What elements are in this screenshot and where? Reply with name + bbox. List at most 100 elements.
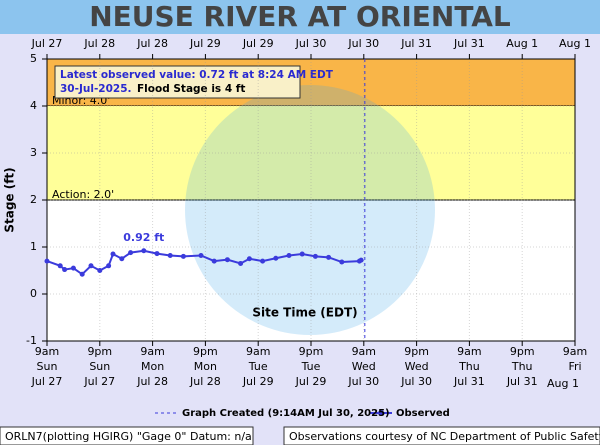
x-tick-label: 9am bbox=[35, 345, 59, 358]
top-tick-label: Jul 29 bbox=[242, 37, 274, 50]
data-point bbox=[167, 252, 173, 258]
x-tick-label: Tue bbox=[301, 360, 321, 373]
footer-box bbox=[283, 426, 600, 445]
x-tick-label: 9pm bbox=[404, 345, 429, 358]
x-tick-label: Thu bbox=[511, 360, 533, 373]
info-text: Latest observed value: 0.72 ft at 8:24 A… bbox=[60, 69, 334, 81]
y-axis-title: Stage (ft) bbox=[3, 167, 17, 232]
flood-band bbox=[47, 106, 575, 200]
x-tick-label: Thu bbox=[458, 360, 480, 373]
data-point bbox=[286, 252, 292, 258]
x-tick-label: Jul 29 bbox=[242, 375, 274, 388]
y-tick-label: 4 bbox=[30, 99, 37, 112]
x-tick-label: 9pm bbox=[510, 345, 535, 358]
data-point bbox=[358, 257, 364, 263]
x-tick-label: 9pm bbox=[193, 345, 218, 358]
data-point bbox=[79, 271, 85, 277]
x-tick-label: Sun bbox=[37, 360, 58, 373]
x-tick-label: Jul 30 bbox=[400, 375, 432, 388]
plot-frame bbox=[46, 58, 576, 342]
x-tick-label: Jul 28 bbox=[136, 375, 168, 388]
data-point bbox=[198, 252, 204, 258]
legend-label: Graph Created (9:14AM Jul 30, 2025) bbox=[182, 408, 390, 419]
info-text: Flood Stage is 4 ft bbox=[137, 83, 245, 95]
data-point bbox=[154, 251, 160, 257]
footer-right: Observations courtesy of NC Department o… bbox=[289, 430, 600, 443]
x-tick-label: Sun bbox=[89, 360, 110, 373]
y-tick-label: -1 bbox=[26, 334, 37, 347]
top-tick-label: Jul 30 bbox=[347, 37, 379, 50]
x-tick-label: Mon bbox=[194, 360, 217, 373]
legend-label: Observed bbox=[396, 408, 450, 419]
y-tick-label: 5 bbox=[30, 52, 37, 65]
data-point bbox=[339, 259, 345, 265]
data-point bbox=[62, 267, 68, 273]
top-tick-label: Jul 31 bbox=[453, 37, 485, 50]
data-point bbox=[106, 263, 112, 269]
data-point bbox=[88, 263, 94, 269]
top-tick-label: Jul 31 bbox=[400, 37, 432, 50]
x-tick-label: Jul 31 bbox=[453, 375, 485, 388]
x-tick-label: 9am bbox=[352, 345, 376, 358]
data-point bbox=[260, 258, 266, 264]
top-tick-label: Jul 28 bbox=[136, 37, 168, 50]
top-tick-label: Aug 1 bbox=[506, 37, 538, 50]
footer-left: ORLN7(plotting HGIRG) "Gage 0" Datum: n/… bbox=[5, 430, 252, 443]
data-point bbox=[57, 263, 63, 269]
top-tick-label: Aug 1 bbox=[559, 37, 591, 50]
info-box bbox=[54, 65, 301, 99]
title-banner bbox=[0, 0, 600, 34]
data-point bbox=[326, 254, 332, 260]
x-tick-label: Jul 30 bbox=[347, 375, 379, 388]
x-tick-label: 9am bbox=[563, 345, 587, 358]
data-point bbox=[128, 250, 134, 256]
y-tick-label: 0 bbox=[30, 287, 37, 300]
data-point bbox=[70, 265, 76, 271]
top-tick-label: Jul 27 bbox=[31, 37, 63, 50]
x-tick-label: 9pm bbox=[87, 345, 112, 358]
data-point bbox=[312, 253, 318, 259]
x-tick-label: Jul 28 bbox=[189, 375, 221, 388]
data-point bbox=[273, 255, 279, 261]
x-axis-title: Site Time (EDT) bbox=[252, 306, 357, 320]
x-tick-label: Wed bbox=[352, 360, 376, 373]
threshold-label: Action: 2.0' bbox=[52, 188, 114, 201]
x-tick-label: Fri bbox=[568, 360, 581, 373]
data-point bbox=[97, 268, 103, 273]
x-tick-label: Jul 29 bbox=[295, 375, 327, 388]
data-point bbox=[180, 253, 186, 259]
watermark bbox=[185, 85, 435, 335]
x-tick-label: 9am bbox=[140, 345, 164, 358]
x-tick-label: Aug 1 bbox=[547, 377, 579, 390]
footer-box bbox=[0, 426, 254, 445]
data-point bbox=[211, 258, 217, 264]
x-tick-label: 9am bbox=[246, 345, 270, 358]
x-tick-label: Mon bbox=[141, 360, 164, 373]
data-point bbox=[119, 256, 125, 262]
top-tick-label: Jul 30 bbox=[295, 37, 327, 50]
x-tick-label: 9am bbox=[457, 345, 481, 358]
info-text: 30-Jul-2025. bbox=[60, 83, 132, 95]
data-point bbox=[246, 256, 252, 262]
chart-title: NEUSE RIVER AT ORIENTAL bbox=[89, 0, 511, 33]
data-point bbox=[141, 248, 147, 254]
data-point bbox=[238, 260, 244, 266]
data-point bbox=[224, 257, 230, 263]
top-tick-label: Jul 28 bbox=[83, 37, 115, 50]
y-tick-label: 1 bbox=[30, 240, 37, 253]
data-point bbox=[299, 251, 305, 257]
data-point bbox=[110, 251, 116, 257]
x-tick-label: 9pm bbox=[299, 345, 324, 358]
x-tick-label: Tue bbox=[248, 360, 268, 373]
x-tick-label: Jul 31 bbox=[506, 375, 538, 388]
y-tick-label: 3 bbox=[30, 146, 37, 159]
x-tick-label: Wed bbox=[405, 360, 429, 373]
x-tick-label: Jul 27 bbox=[83, 375, 115, 388]
top-tick-label: Jul 29 bbox=[189, 37, 221, 50]
x-tick-label: Jul 27 bbox=[31, 375, 63, 388]
legend-swatch bbox=[378, 410, 384, 416]
data-point bbox=[44, 258, 50, 264]
peak-label: 0.92 ft bbox=[123, 231, 164, 244]
y-tick-label: 2 bbox=[30, 193, 37, 206]
